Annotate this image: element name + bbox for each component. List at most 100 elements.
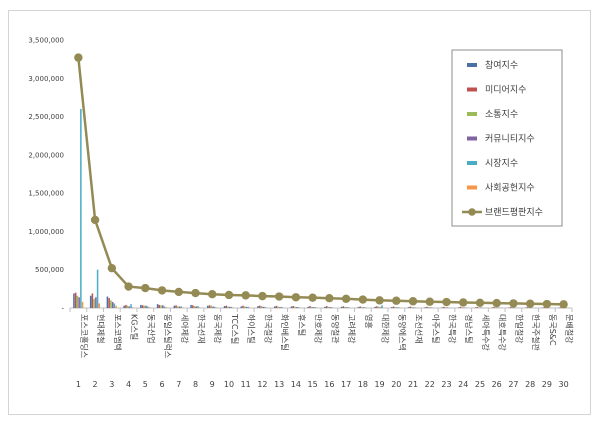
bar [476,307,479,308]
bar [223,306,226,308]
line-point [542,299,552,309]
bar [95,297,97,308]
rank-label: 18 [358,380,368,389]
category-label: 한일철강 [514,314,524,344]
bar [227,306,229,308]
bar [258,305,261,308]
rank-label: 14 [291,380,301,389]
bar [74,292,77,308]
bar [394,307,397,308]
bar [491,307,494,308]
bar [459,306,462,308]
bar [325,306,328,308]
line-point [191,288,200,298]
bar [361,307,363,308]
rank-label: 7 [176,380,181,389]
bar [381,305,383,308]
bar [147,306,149,308]
rank-label: 28 [525,380,535,389]
line-point [141,283,150,293]
category-label: 동국제강 [213,314,223,344]
bar [346,307,348,308]
category-label: 대호특수강 [498,314,508,351]
rank-label: 20 [391,380,401,389]
bar [392,306,395,308]
line-point [375,296,384,305]
bar [115,305,117,308]
bar [429,307,432,308]
bar [297,307,300,308]
legend-swatch [467,112,477,116]
bar [197,306,199,308]
rank-label: 30 [559,380,569,389]
bar [240,306,243,308]
bar [123,305,125,308]
bar [98,303,101,308]
bar [78,297,80,308]
line-point [358,295,368,304]
bar [242,305,244,308]
bar [474,307,477,308]
rank-label: 9 [210,380,215,389]
bar [312,307,315,308]
bar [162,305,164,308]
category-label: 조선선재 [414,314,423,343]
category-label: 고려제강 [347,314,357,344]
bar [359,306,361,308]
bar [228,306,231,308]
bar [461,307,464,308]
category-label: 만호제강 [314,314,324,344]
bar [148,307,151,308]
bar [526,307,529,308]
bar [208,305,211,308]
bar [178,306,181,308]
bar [212,306,214,308]
bar [280,306,283,308]
bar [76,295,79,308]
legend-swatch [467,136,477,141]
bar [173,305,176,308]
bar [210,305,213,308]
category-label: 동양철관 [330,314,340,344]
bar [324,306,326,308]
bar [262,306,264,308]
line-point [442,297,451,307]
bar [243,306,246,308]
bar [292,306,294,308]
rank-label: 12 [257,380,267,389]
line-point [509,299,518,308]
y-tick-label: 3,000,000 [28,75,64,83]
bar [132,307,134,308]
line-point [274,292,284,301]
bar [160,305,162,308]
bar [177,306,179,308]
bar [377,306,380,308]
bar [190,304,192,308]
bar [458,307,460,308]
bar [327,306,330,308]
bar [73,293,75,308]
y-tick-label: - [61,305,64,313]
category-label: 동국S&C [548,314,557,346]
rank-label: 4 [126,380,131,389]
bar [543,307,545,308]
category-label: 한국선재 [197,314,206,343]
line-point [475,298,485,307]
bar [560,307,562,308]
y-tick-label: 1,500,000 [28,190,64,198]
bar [409,306,412,308]
rank-label: 1 [76,380,81,389]
rank-label: 15 [308,380,318,389]
bar [424,307,427,308]
legend-label: 브랜드평판지수 [485,207,543,218]
line-point [308,293,317,302]
line-point [241,291,250,300]
line-point [174,287,183,297]
line-point [459,298,468,307]
bar [180,306,183,308]
legend-label: 커뮤니티지수 [485,134,535,145]
line-point [74,53,83,62]
bar [145,305,147,308]
bar [340,306,343,308]
